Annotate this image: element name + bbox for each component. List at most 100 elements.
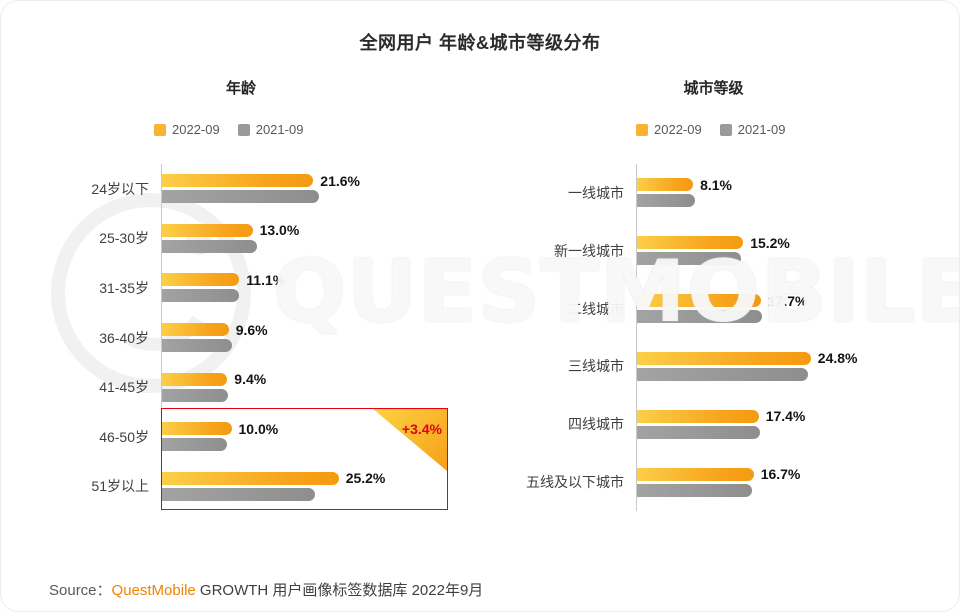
bar-2022-09 bbox=[161, 471, 339, 485]
chart-title-city: 城市等级 bbox=[683, 80, 744, 97]
page-title: 全网用户 年龄&城市等级分布 bbox=[359, 33, 601, 53]
category-label: 新一线城市 bbox=[554, 242, 624, 259]
legend-label-2021: 2021-09 bbox=[737, 122, 786, 137]
category-label: 46-50岁 bbox=[99, 428, 149, 445]
bar-line bbox=[636, 367, 936, 381]
bar-line: 24.8% bbox=[636, 350, 936, 367]
bar-2021-09 bbox=[636, 252, 741, 266]
chart-row: 41-45岁 9.4% bbox=[41, 362, 481, 412]
bar-pair: 24.8% bbox=[636, 350, 936, 381]
bar-2021-09 bbox=[161, 289, 239, 303]
chart-row: 三线城市 24.8% bbox=[501, 337, 936, 395]
source-label: Source： bbox=[49, 582, 112, 599]
bar-2021-09 bbox=[636, 483, 752, 497]
bar-2022-09 bbox=[161, 372, 228, 386]
bar-2022-09 bbox=[636, 178, 694, 192]
bar-pair: 8.1% bbox=[636, 176, 936, 208]
bar-2022-09 bbox=[161, 323, 229, 337]
bar-line bbox=[636, 483, 936, 497]
legend-swatch-2022-icon bbox=[154, 123, 166, 136]
bar-pair: 16.7% bbox=[636, 466, 936, 497]
value-label: 24.8% bbox=[817, 350, 858, 367]
chart-row: 二线城市 17.7% bbox=[501, 280, 936, 338]
value-label: 9.6% bbox=[235, 321, 268, 338]
bar-2022-09 bbox=[161, 422, 232, 436]
chart-row: 五线及以下城市 16.7% bbox=[501, 453, 936, 511]
bar-line: 8.1% bbox=[636, 176, 936, 193]
bar-2021-09 bbox=[636, 310, 763, 324]
bar-line bbox=[636, 252, 936, 266]
city-chart-rows: 一线城市 8.1% 新一线城市 15.2% 二线城市 17.7% 三线城市 24.8% 四线城市… bbox=[501, 164, 936, 511]
bar-2021-09 bbox=[161, 487, 315, 501]
bar-line bbox=[161, 388, 481, 402]
legend-item-2022: 2022-09 bbox=[636, 122, 702, 137]
category-label: 31-35岁 bbox=[99, 279, 149, 296]
bar-2021-09 bbox=[636, 194, 696, 208]
bar-line: 16.7% bbox=[636, 466, 936, 482]
bar-pair: 21.6% bbox=[161, 172, 481, 204]
category-label: 24岁以下 bbox=[91, 180, 149, 197]
category-label: 三线城市 bbox=[568, 358, 624, 375]
bar-line bbox=[161, 339, 481, 353]
bar-2021-09 bbox=[161, 339, 233, 353]
value-label: 17.4% bbox=[765, 408, 806, 425]
value-label: 10.0% bbox=[238, 420, 279, 437]
legend-swatch-2021-icon bbox=[237, 123, 250, 136]
bar-line: 11.1% bbox=[161, 271, 481, 288]
bar-line bbox=[161, 438, 481, 452]
legend-swatch-2022-icon bbox=[636, 123, 648, 136]
bar-line bbox=[161, 289, 481, 303]
chart-row: 新一线城市 15.2% bbox=[501, 222, 936, 280]
legend-city: 2022-09 2021-09 bbox=[636, 122, 785, 137]
bar-pair: 9.6% bbox=[161, 321, 481, 353]
value-label: 11.1% bbox=[246, 271, 286, 288]
bar-2022-09 bbox=[161, 174, 314, 188]
chart-row: 一线城市 8.1% bbox=[501, 164, 936, 222]
bar-line: 9.4% bbox=[161, 371, 481, 387]
chart-row: 25-30岁 13.0% bbox=[41, 214, 481, 264]
bar-2021-09 bbox=[636, 367, 808, 381]
y-axis-line bbox=[161, 164, 162, 511]
bar-pair: 17.4% bbox=[636, 408, 936, 439]
source-rest: GROWTH 用户画像标签数据库 2022年9月 bbox=[195, 582, 484, 599]
bar-pair: 13.0% bbox=[161, 222, 481, 253]
chart-row: 31-35岁 11.1% bbox=[41, 263, 481, 313]
bar-2022-09 bbox=[636, 351, 811, 365]
bar-pair: 9.4% bbox=[161, 371, 481, 402]
age-chart-rows: 24岁以下 21.6% 25-30岁 13.0% 31-35岁 11.1% 36-40岁 9.… bbox=[41, 164, 481, 511]
value-label: 21.6% bbox=[320, 172, 360, 189]
chart-title-age: 年龄 bbox=[225, 80, 256, 97]
category-label: 二线城市 bbox=[568, 300, 624, 317]
legend-label-2021: 2021-09 bbox=[255, 122, 304, 137]
bar-line bbox=[636, 194, 936, 208]
bar-2022-09 bbox=[636, 236, 744, 250]
bar-line: 21.6% bbox=[161, 172, 481, 189]
bar-line: 17.7% bbox=[636, 293, 936, 309]
bar-pair: 15.2% bbox=[636, 235, 936, 266]
age-bar-chart: 24岁以下 21.6% 25-30岁 13.0% 31-35岁 11.1% 36-40岁 9.… bbox=[41, 164, 481, 511]
value-label: 8.1% bbox=[700, 176, 733, 193]
legend-label-2022: 2022-09 bbox=[654, 122, 702, 137]
source-line: Source：QuestMobile GROWTH 用户画像标签数据库 2022… bbox=[49, 579, 483, 600]
bar-2021-09 bbox=[161, 190, 319, 204]
chart-row: 四线城市 17.4% bbox=[501, 395, 936, 453]
bar-line bbox=[161, 190, 481, 204]
bar-line bbox=[636, 425, 936, 439]
category-label: 四线城市 bbox=[568, 416, 624, 433]
chart-row: 51岁以上 25.2% bbox=[41, 461, 481, 511]
bar-line: 17.4% bbox=[636, 408, 936, 425]
legend-item-2022: 2022-09 bbox=[154, 122, 220, 137]
value-label: 13.0% bbox=[259, 222, 300, 239]
chart-row: 36-40岁 9.6% bbox=[41, 313, 481, 363]
bar-line: 13.0% bbox=[161, 222, 481, 239]
legend-item-2021: 2021-09 bbox=[719, 122, 786, 137]
y-axis-line bbox=[636, 164, 637, 511]
bar-line bbox=[636, 310, 936, 324]
bar-2022-09 bbox=[636, 294, 761, 308]
bar-line: 25.2% bbox=[161, 470, 481, 487]
category-label: 25-30岁 bbox=[99, 230, 149, 247]
bar-line bbox=[161, 487, 481, 501]
city-bar-chart: 一线城市 8.1% 新一线城市 15.2% 二线城市 17.7% 三线城市 24.8% 四线城市… bbox=[501, 164, 936, 511]
value-label: 25.2% bbox=[345, 470, 386, 487]
